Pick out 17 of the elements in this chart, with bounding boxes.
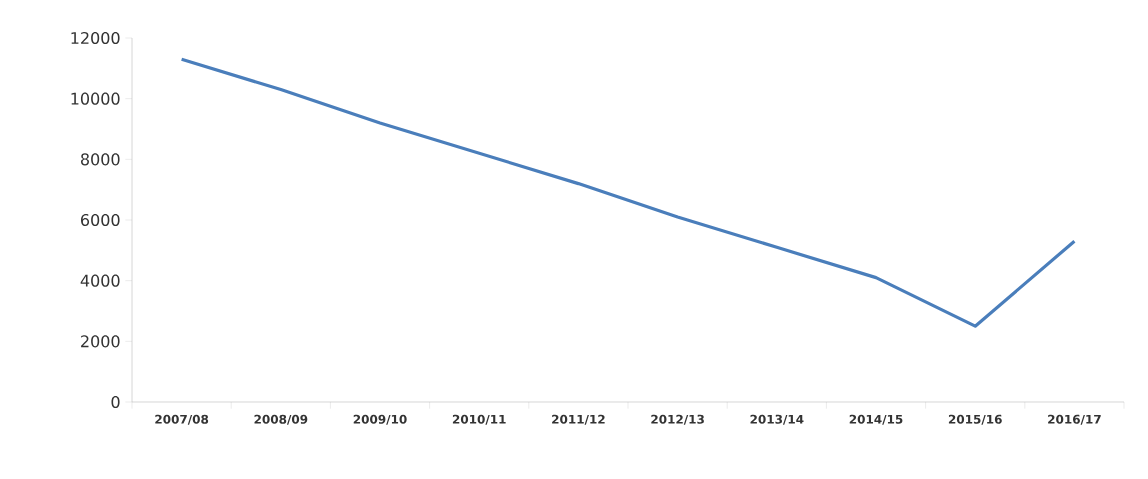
y-tick-label: 10000 (71, 92, 120, 105)
x-tick-label: 2011/12 (552, 414, 605, 425)
x-tick-label: 2010/11 (452, 414, 506, 425)
x-tick-label: 2015/16 (948, 414, 1002, 425)
y-tick-label: 0 (111, 395, 120, 409)
x-tick-label: 2016/17 (1048, 414, 1101, 425)
y-tick-label: 12000 (71, 31, 120, 45)
x-tick-label: 2014/15 (849, 414, 903, 425)
x-tick-label: 2009/10 (353, 414, 407, 425)
y-tick-label: 2000 (81, 335, 120, 348)
y-tick-label: 8000 (81, 153, 120, 166)
x-tick-label: 2013/14 (750, 414, 804, 425)
x-tick-label: 2007/08 (155, 414, 209, 425)
x-tick-label: 2008/09 (254, 414, 308, 425)
y-tick-label: 4000 (80, 274, 120, 287)
y-tick-label: 6000 (81, 213, 120, 227)
x-tick-label: 2012/13 (651, 414, 704, 425)
